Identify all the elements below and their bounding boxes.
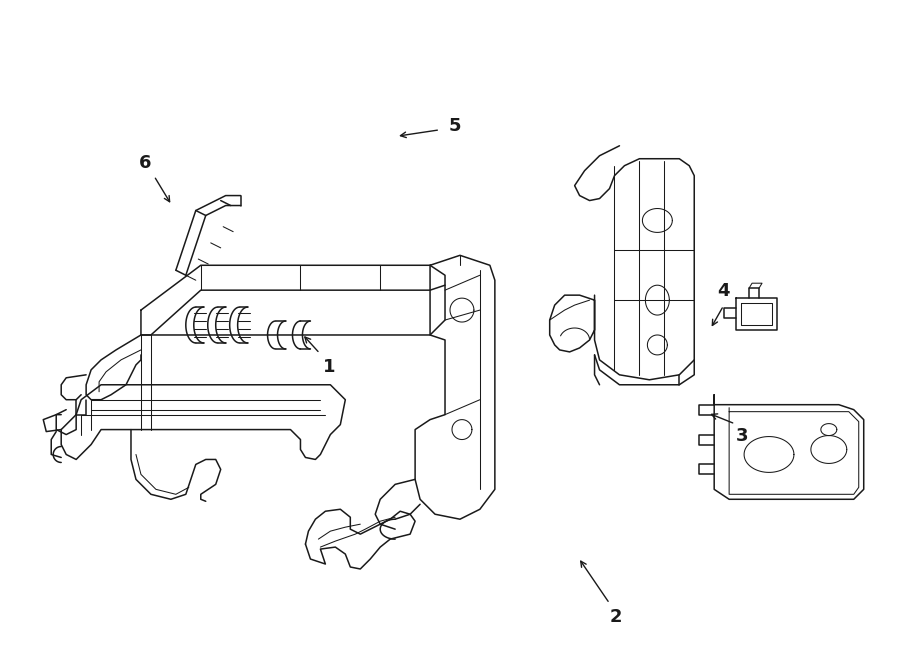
Text: 1: 1 xyxy=(322,358,335,375)
Text: 6: 6 xyxy=(139,153,151,172)
Text: 4: 4 xyxy=(717,282,730,300)
Text: 3: 3 xyxy=(735,427,748,445)
Text: 5: 5 xyxy=(448,118,461,136)
Text: 2: 2 xyxy=(609,608,622,626)
